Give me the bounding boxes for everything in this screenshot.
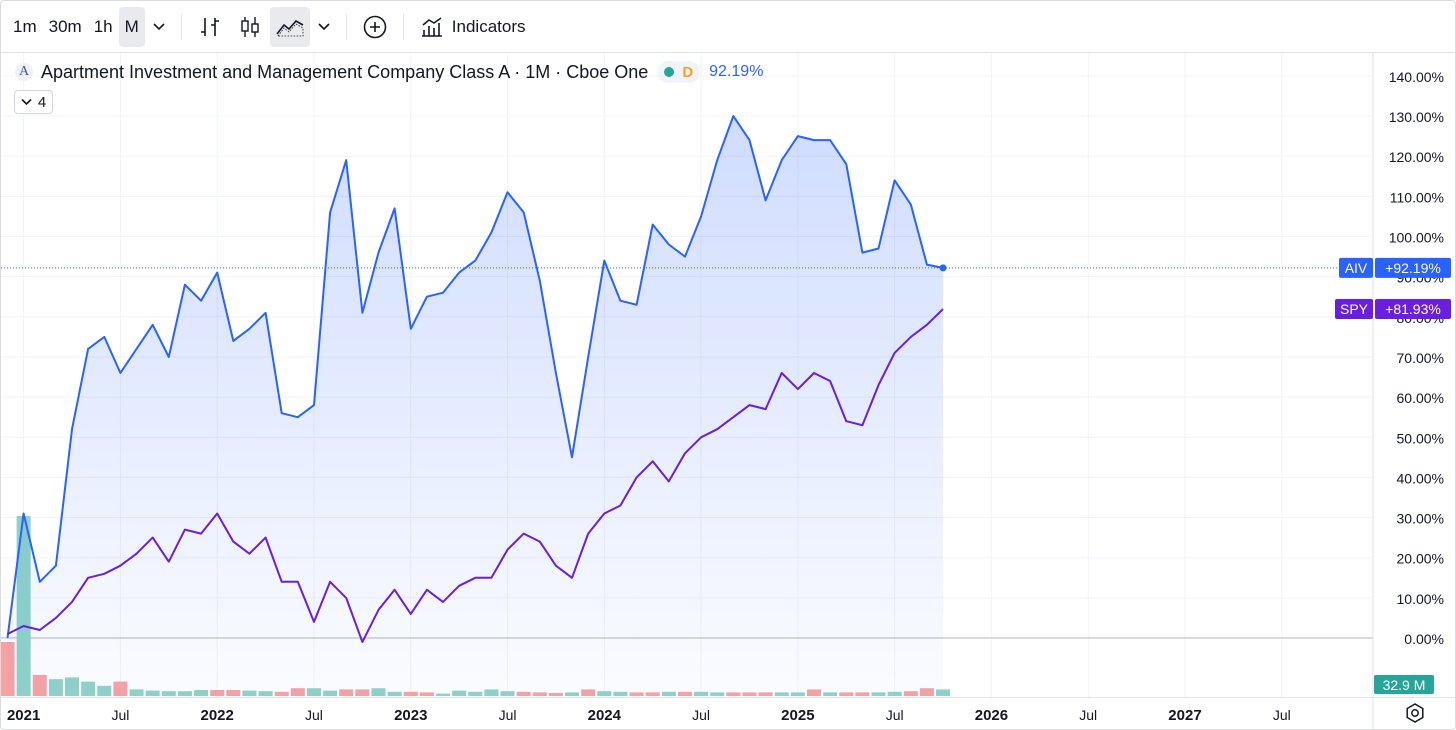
y-tick-label: 70.00% [1397, 350, 1444, 366]
aiv-symbol-tag [1339, 257, 1373, 278]
spy-value-label: +81.93% [1385, 301, 1441, 317]
bar-chart-icon[interactable] [190, 7, 230, 47]
legend-value: 92.19% [709, 63, 764, 80]
collapsed-count: 4 [37, 93, 47, 111]
interval-month-button[interactable]: M [118, 6, 145, 47]
chevron-down-icon [21, 98, 32, 106]
spy-value-tag [1375, 299, 1451, 320]
aiv-area-fill [7, 116, 943, 697]
toolbar-divider [402, 13, 404, 40]
spy-symbol-tag [1335, 299, 1373, 320]
symbol-title: Apartment Investment and Management Comp… [41, 61, 649, 82]
x-tick-label: 2022 [201, 707, 234, 724]
x-tick-label: Jul [692, 707, 710, 723]
interval-1m-button[interactable]: 1m [13, 16, 37, 36]
volume-value-label: 32.9 M [1383, 677, 1426, 693]
candlestick-icon[interactable] [230, 7, 270, 47]
symbol-logo: A [15, 63, 33, 81]
x-tick-label: 2023 [394, 707, 427, 724]
aiv-line[interactable] [6, 115, 944, 639]
x-tick-label: 2026 [975, 707, 1008, 724]
market-status-badge[interactable]: D [658, 61, 700, 83]
x-tick-label: Jul [305, 707, 323, 723]
spy-line[interactable] [7, 308, 944, 643]
x-tick-label: Jul [1079, 707, 1097, 723]
aiv-symbol-label: AIV [1345, 260, 1368, 276]
y-tick-label: 30.00% [1397, 511, 1444, 527]
x-tick-label: Jul [1273, 707, 1291, 723]
volume-value-tag [1374, 675, 1434, 694]
aiv-last-point [939, 264, 947, 272]
toolbar-divider [345, 13, 347, 40]
x-tick-label: Jul [111, 707, 129, 723]
x-tick-label: 2024 [588, 707, 622, 724]
interval-1h-button[interactable]: 1h [93, 16, 113, 36]
settings-icon [1406, 703, 1424, 723]
y-tick-label: 10.00% [1397, 591, 1444, 607]
aiv-value-tag [1375, 257, 1451, 278]
spy-symbol-label: SPY [1340, 301, 1369, 317]
y-tick-label: 100.00% [1389, 230, 1444, 246]
area-chart-icon[interactable] [269, 6, 310, 47]
indicators-icon [421, 16, 442, 37]
y-tick-label: 50.00% [1397, 430, 1444, 446]
legend-collapse-button[interactable]: 4 [14, 90, 53, 114]
y-tick-label: 40.00% [1397, 470, 1444, 486]
market-open-dot [664, 67, 675, 77]
x-tick-label: Jul [886, 707, 904, 723]
interval-30m-button[interactable]: 30m [48, 16, 82, 36]
chart-settings-button[interactable] [1403, 701, 1427, 725]
x-tick-label: 2025 [781, 707, 814, 724]
indicators-label: Indicators [451, 16, 526, 36]
add-compare-icon[interactable] [355, 7, 395, 47]
toolbar-divider [180, 13, 182, 40]
aiv-value-label: +92.19% [1385, 260, 1441, 276]
chevron-down-icon[interactable] [145, 7, 173, 47]
volume-bar [936, 689, 951, 696]
y-tick-label: 130.00% [1389, 109, 1444, 125]
series-legend[interactable]: A Apartment Investment and Management Co… [15, 61, 763, 83]
x-tick-label: 2027 [1168, 707, 1201, 724]
y-tick-label: 120.00% [1389, 149, 1444, 165]
x-tick-label: 2021 [7, 707, 40, 724]
chevron-down-icon[interactable] [310, 7, 338, 47]
toolbar: 1m 30m 1h M Indicators [1, 1, 1455, 53]
x-tick-label: Jul [499, 707, 517, 723]
y-tick-label: 110.00% [1390, 189, 1444, 205]
y-tick-label: 140.00% [1389, 69, 1444, 85]
y-tick-label: 60.00% [1397, 390, 1444, 406]
y-tick-label: 0.00% [1404, 631, 1444, 647]
y-tick-label: 20.00% [1397, 551, 1444, 567]
data-delay-indicator: D [682, 63, 694, 81]
indicators-button[interactable]: Indicators [412, 7, 532, 47]
